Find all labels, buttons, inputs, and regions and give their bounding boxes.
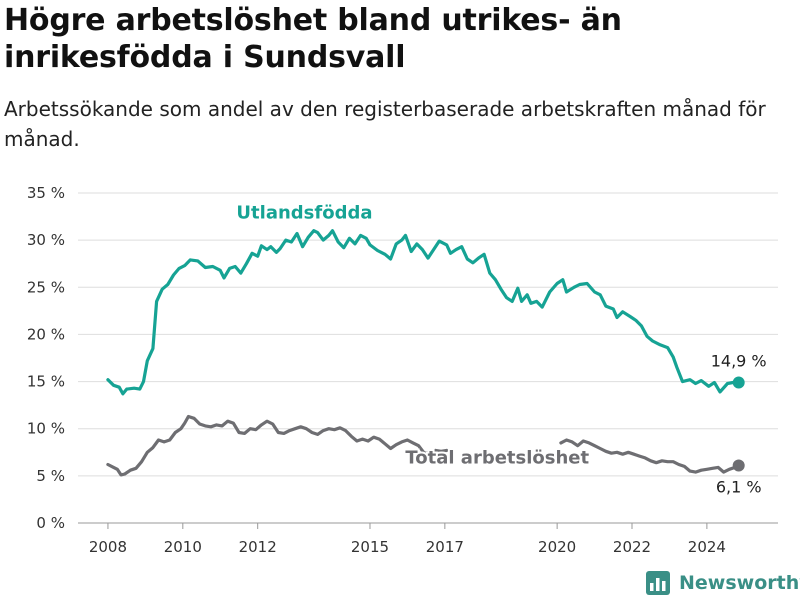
x-tick-label: 2008: [89, 538, 127, 556]
series-line-total: [106, 414, 449, 477]
x-tick-label: 2022: [613, 538, 651, 556]
x-tick-label: 2024: [688, 538, 726, 556]
series-label-utlandsfodda: Utlandsfödda: [236, 202, 372, 223]
y-tick-label: 20 %: [27, 325, 65, 343]
x-axis: 2008 2010 2012 2015 2017 2020 2022 2024: [89, 523, 726, 556]
y-tick-label: 35 %: [27, 184, 65, 202]
x-tick-label: 2015: [351, 538, 389, 556]
annotations: Utlandsfödda Total arbetslöshet 14,9 % 6…: [236, 202, 766, 496]
x-tick-label: 2012: [239, 538, 277, 556]
gridlines: [78, 192, 778, 524]
end-point-marker: [732, 459, 745, 472]
x-tick-label: 2017: [426, 538, 464, 556]
y-axis: 0 % 5 % 10 % 15 % 20 % 25 % 30 % 35 %: [27, 184, 65, 532]
series-lines: [106, 229, 745, 477]
y-tick-label: 10 %: [27, 420, 65, 438]
series-line-total: [559, 438, 741, 474]
y-tick-label: 25 %: [27, 278, 65, 296]
newsworthy-logo: Newsworthy: [645, 568, 800, 598]
chart-title: Högre arbetslöshet bland utrikes- än inr…: [4, 3, 622, 75]
y-tick-label: 30 %: [27, 231, 65, 249]
brand-name: Newsworthy: [679, 572, 800, 594]
y-tick-label: 5 %: [36, 467, 65, 485]
x-tick-label: 2010: [164, 538, 202, 556]
chart-subtitle: Arbetssökande som andel av den registerb…: [4, 97, 766, 151]
series-line-utlandsfodda: [106, 229, 741, 396]
end-value-total: 6,1 %: [716, 477, 762, 496]
end-point-marker: [732, 376, 745, 389]
y-tick-label: 0 %: [36, 514, 65, 532]
y-tick-label: 15 %: [27, 373, 65, 391]
series-label-total: Total arbetslöshet: [405, 448, 589, 469]
bar-chart-logo-icon: [646, 571, 670, 595]
x-tick-label: 2020: [538, 538, 576, 556]
end-value-utlandsfodda: 14,9 %: [711, 352, 767, 371]
